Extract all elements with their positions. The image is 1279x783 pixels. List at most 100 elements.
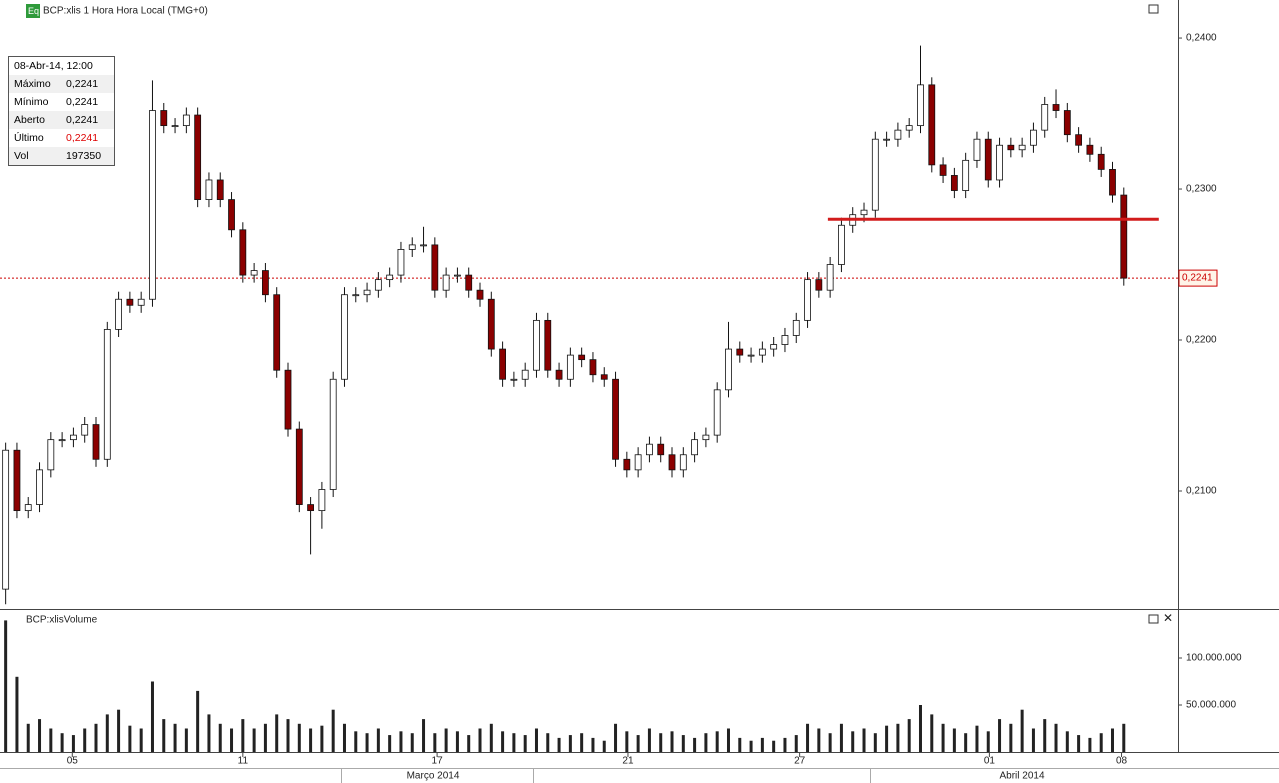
month-label: Abril 2014: [999, 771, 1044, 782]
volume-bar: [625, 731, 629, 752]
y-tick-label: 100.000.000: [1186, 653, 1242, 664]
candle-body: [521, 369, 529, 380]
volume-bar: [1065, 731, 1069, 752]
candle-body: [894, 129, 902, 140]
volume-bar: [15, 676, 19, 752]
info-date: 08-Abr-14, 12:00: [14, 60, 93, 72]
volume-bar: [885, 725, 889, 752]
info-key: Aberto: [14, 114, 45, 126]
volume-bar: [422, 719, 426, 752]
candle-body: [1052, 104, 1060, 111]
candle-body: [996, 144, 1003, 181]
volume-bar: [320, 725, 324, 752]
volume-bar: [851, 731, 855, 752]
candle-body: [657, 443, 665, 456]
volume-bar: [614, 723, 618, 752]
volume-bar: [117, 709, 121, 752]
volume-bar: [591, 737, 595, 752]
volume-bar: [150, 681, 154, 752]
volume-bar: [184, 728, 188, 752]
volume-bar: [986, 731, 990, 752]
volume-bar: [71, 735, 75, 752]
volume-bar: [342, 723, 346, 752]
candle-body: [182, 114, 190, 127]
y-tick-label: 0,2100: [1186, 486, 1217, 497]
volume-bar: [523, 735, 527, 752]
candle-body: [295, 428, 303, 505]
info-value: 0,2241: [66, 78, 99, 90]
y-tick-label: 0,2300: [1186, 184, 1217, 195]
x-tick-label: 11: [238, 756, 249, 767]
volume-bar: [297, 723, 301, 752]
volume-bar: [794, 735, 798, 752]
volume-bar: [1020, 709, 1024, 752]
volume-bar: [1009, 723, 1013, 752]
candle-body: [499, 348, 506, 380]
candle-body: [1086, 144, 1094, 155]
volume-bar: [975, 725, 979, 752]
candle-body: [1075, 134, 1083, 146]
volume-bar: [38, 719, 42, 752]
volume-bar: [772, 740, 776, 752]
candle-body: [758, 348, 766, 356]
volume-bar: [1110, 728, 1114, 752]
volume-bar: [964, 733, 968, 752]
candle-body: [612, 378, 619, 460]
candle-body: [736, 348, 744, 356]
candle-body: [679, 454, 687, 471]
volume-bar: [1054, 723, 1058, 752]
volume-bar: [139, 728, 143, 752]
info-row: Último 0,2241: [9, 129, 114, 147]
candle-body: [171, 125, 179, 128]
candle-body: [2, 449, 10, 590]
volume-bar: [760, 737, 764, 752]
volume-bar: [636, 735, 640, 752]
chart-title[interactable]: BCP:xlis 1 Hora Hora Local (TMG+0): [43, 6, 208, 17]
y-tick-label: 0,2200: [1186, 335, 1217, 346]
y-tick-label: 50.000.000: [1186, 700, 1236, 711]
candle-body: [465, 274, 473, 291]
volume-bar: [455, 731, 459, 752]
info-box: 08-Abr-14, 12:00 Máximo 0,2241 Mínimo 0,224…: [8, 56, 115, 166]
candle-body: [487, 298, 495, 350]
last-price-box: [1178, 269, 1218, 287]
candle-body: [397, 249, 405, 276]
volume-bar: [376, 728, 380, 752]
volume-bar: [218, 723, 222, 752]
candle-body: [804, 279, 811, 321]
close-icon[interactable]: ✕: [1163, 611, 1173, 625]
info-key: Vol: [14, 150, 29, 162]
candle-body: [1041, 104, 1049, 131]
candle-body: [792, 319, 800, 336]
candle-body: [589, 359, 597, 376]
candle-body: [273, 294, 281, 371]
volume-bar: [1077, 735, 1081, 752]
candle-body: [408, 244, 416, 250]
maximize-icon[interactable]: [1148, 4, 1159, 14]
volume-bar: [998, 719, 1002, 752]
info-key: Máximo: [14, 78, 51, 90]
volume-bar: [930, 714, 934, 752]
candle-body: [239, 229, 247, 276]
candle-body: [939, 164, 947, 176]
volume-bar: [873, 733, 877, 752]
candle-body: [1063, 110, 1071, 136]
candle-body: [950, 175, 958, 191]
volume-bar: [659, 733, 663, 752]
volume-bar: [1031, 728, 1035, 752]
volume-bar: [162, 719, 166, 752]
volume-bar: [862, 728, 866, 752]
candle-body: [47, 439, 55, 471]
candle-body: [24, 504, 32, 512]
volume-bar: [580, 733, 584, 752]
volume-bar: [715, 731, 719, 752]
x-tick-label: 01: [984, 756, 996, 767]
candle-body: [973, 138, 981, 161]
candle-body: [431, 244, 439, 291]
candle-body: [510, 378, 518, 381]
candle-body: [713, 389, 721, 436]
volume-bar: [241, 719, 245, 752]
maximize-icon[interactable]: [1148, 614, 1159, 624]
